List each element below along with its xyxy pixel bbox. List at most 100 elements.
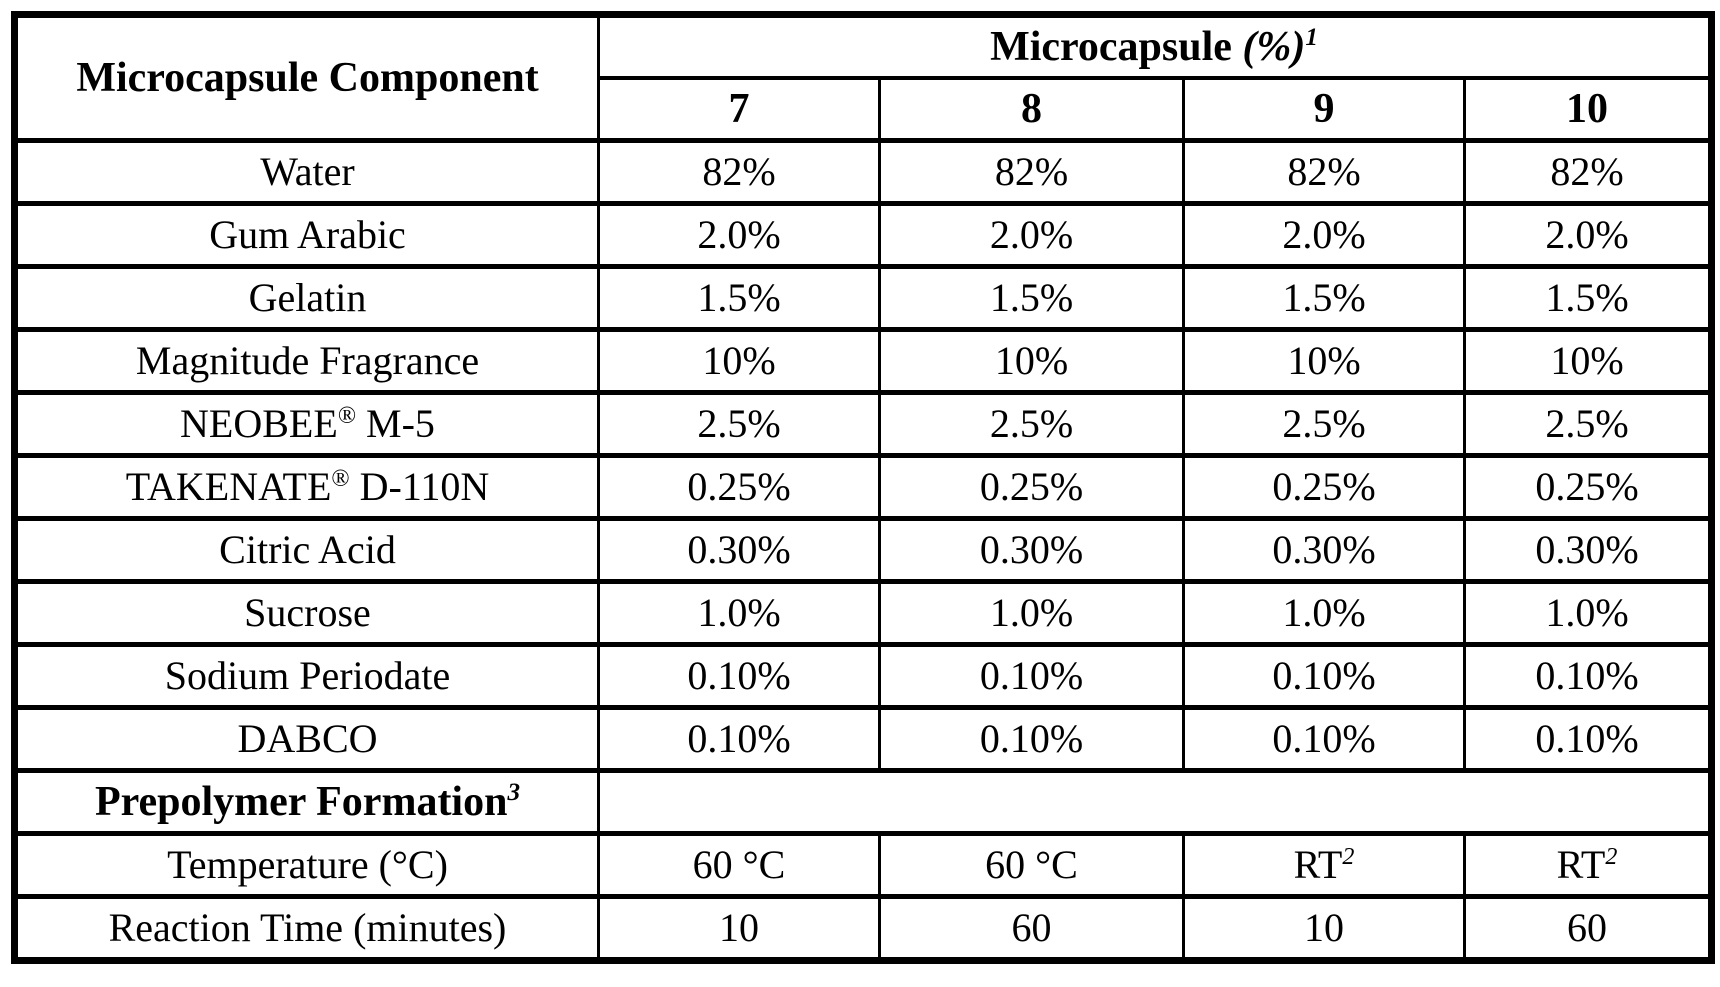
component-cell-citric-acid: Citric Acid bbox=[13, 516, 600, 584]
text-segment: 0.10% bbox=[1535, 716, 1639, 761]
value-cell-gum-arabic-sample-9: 2.0% bbox=[1182, 201, 1466, 269]
text-segment: 0.30% bbox=[979, 527, 1084, 572]
text-segment: 0.10% bbox=[687, 653, 791, 698]
value-cell-magnitude-fragrance-sample-7: 10% bbox=[597, 327, 881, 395]
component-cell-takenate-d-110n: TAKENATE® D-110N bbox=[13, 453, 600, 521]
text-segment: 0.10% bbox=[687, 716, 791, 761]
text-segment: 82% bbox=[1550, 149, 1624, 194]
value-cell-sodium-periodate-sample-10: 0.10% bbox=[1462, 642, 1714, 710]
merged-empty-cell-prepolymer-formation3 bbox=[596, 768, 1714, 836]
component-cell-dabco: DABCO bbox=[13, 705, 600, 773]
component-cell-gum-arabic: Gum Arabic bbox=[13, 201, 600, 269]
component-cell-neobee-m-5: NEOBEE® M-5 bbox=[13, 390, 600, 458]
text-segment: 82% bbox=[702, 149, 776, 194]
component-cell-magnitude-fragrance: Magnitude Fragrance bbox=[13, 327, 600, 395]
value-cell-citric-acid-sample-9: 0.30% bbox=[1182, 516, 1466, 584]
value-cell-dabco-sample-9: 0.10% bbox=[1182, 705, 1466, 773]
value-cell-gelatin-sample-9: 1.5% bbox=[1182, 264, 1466, 332]
text-segment: 1.0% bbox=[989, 590, 1074, 635]
value-cell-gum-arabic-sample-8: 2.0% bbox=[878, 201, 1185, 269]
value-cell-sucrose-sample-9: 1.0% bbox=[1182, 579, 1466, 647]
text-segment: 60 °C bbox=[692, 842, 786, 887]
table-row-reaction-time-minutes: Reaction Time (minutes) 10 60 10 60 bbox=[13, 894, 1714, 963]
table-row-gum-arabic: Gum Arabic 2.0% 2.0% 2.0% 2.0% bbox=[13, 201, 1714, 269]
text-segment: TAKENATE bbox=[125, 464, 332, 509]
table-row-dabco: DABCO 0.10% 0.10% 0.10% 0.10% bbox=[13, 705, 1714, 773]
value-cell-takenate-d-110n-sample-10: 0.25% bbox=[1462, 453, 1714, 521]
value-cell-water-sample-10: 82% bbox=[1462, 138, 1714, 206]
value-cell-sodium-periodate-sample-7: 0.10% bbox=[597, 642, 881, 710]
header-sample-7: 7 bbox=[597, 76, 881, 143]
component-cell-gelatin: Gelatin bbox=[13, 264, 600, 332]
text-segment: 0.10% bbox=[1272, 716, 1376, 761]
table-row-temperature-c: Temperature (°C) 60 °C 60 °C RT2 RT2 bbox=[13, 831, 1714, 899]
text-segment: 0.10% bbox=[1272, 653, 1376, 698]
text-segment: 2.5% bbox=[1545, 401, 1629, 446]
component-cell-prepolymer-formation3: Prepolymer Formation3 bbox=[13, 768, 600, 836]
value-cell-gelatin-sample-8: 1.5% bbox=[878, 264, 1185, 332]
value-cell-takenate-d-110n-sample-7: 0.25% bbox=[597, 453, 881, 521]
text-segment: Reaction Time (minutes) bbox=[108, 905, 507, 950]
table-header: Microcapsule Component Microcapsule (%)1 7… bbox=[13, 12, 1714, 143]
text-segment: 0.25% bbox=[1535, 464, 1639, 509]
value-cell-temperature-c-sample-8: 60 °C bbox=[878, 831, 1185, 899]
text-segment: 60 bbox=[1567, 905, 1608, 950]
text-segment: 1.0% bbox=[697, 590, 781, 635]
microcapsule-formulation-table: Microcapsule Component Microcapsule (%)1 7… bbox=[11, 11, 1716, 964]
component-cell-water: Water bbox=[13, 138, 600, 206]
text-segment: 3 bbox=[507, 779, 521, 807]
value-cell-neobee-m-5-sample-9: 2.5% bbox=[1182, 390, 1466, 458]
text-segment: 2 bbox=[1342, 844, 1355, 871]
text-segment: 60 °C bbox=[985, 842, 1078, 887]
table-row-prepolymer-formation3: Prepolymer Formation3 bbox=[13, 768, 1714, 836]
text-segment: 10% bbox=[702, 338, 776, 383]
text-segment: ® bbox=[337, 403, 357, 430]
text-segment: RT bbox=[1556, 842, 1606, 887]
value-cell-temperature-c-sample-7: 60 °C bbox=[597, 831, 881, 899]
header-row-group: Microcapsule Component Microcapsule (%)1 bbox=[13, 12, 1714, 143]
header-component-column: Microcapsule Component bbox=[13, 12, 600, 143]
text-segment: Citric Acid bbox=[219, 527, 396, 572]
text-segment: 82% bbox=[1287, 149, 1361, 194]
text-segment: 0.10% bbox=[1535, 653, 1639, 698]
text-segment: M-5 bbox=[356, 401, 435, 446]
text-segment: 1.0% bbox=[1282, 590, 1366, 635]
value-cell-citric-acid-sample-8: 0.30% bbox=[878, 516, 1185, 584]
value-cell-temperature-c-sample-10: RT2 bbox=[1462, 831, 1714, 899]
table-row-sucrose: Sucrose 1.0% 1.0% 1.0% 1.0% bbox=[13, 579, 1714, 647]
table-row-citric-acid: Citric Acid 0.30% 0.30% 0.30% 0.30% bbox=[13, 516, 1714, 584]
text-segment: 0.25% bbox=[1272, 464, 1376, 509]
value-cell-magnitude-fragrance-sample-9: 10% bbox=[1182, 327, 1466, 395]
text-segment: D-110N bbox=[349, 464, 490, 509]
text-segment: Magnitude Fragrance bbox=[135, 338, 480, 383]
value-cell-neobee-m-5-sample-8: 2.5% bbox=[878, 390, 1185, 458]
value-cell-takenate-d-110n-sample-8: 0.25% bbox=[878, 453, 1185, 521]
value-cell-takenate-d-110n-sample-9: 0.25% bbox=[1182, 453, 1466, 521]
text-segment: 10% bbox=[994, 338, 1069, 383]
text-segment: Microcapsule bbox=[990, 24, 1243, 70]
table-row-sodium-periodate: Sodium Periodate 0.10% 0.10% 0.10% 0.10% bbox=[13, 642, 1714, 710]
text-segment: Water bbox=[260, 149, 355, 194]
header-sample-10: 10 bbox=[1462, 76, 1714, 143]
text-segment: 1.0% bbox=[1545, 590, 1629, 635]
table-row-gelatin: Gelatin 1.5% 1.5% 1.5% 1.5% bbox=[13, 264, 1714, 332]
value-cell-gelatin-sample-10: 1.5% bbox=[1462, 264, 1714, 332]
text-segment: 0.10% bbox=[979, 653, 1084, 698]
value-cell-reaction-time-minutes-sample-8: 60 bbox=[878, 894, 1185, 963]
value-cell-gelatin-sample-7: 1.5% bbox=[597, 264, 881, 332]
value-cell-neobee-m-5-sample-7: 2.5% bbox=[597, 390, 881, 458]
text-segment: 10% bbox=[1550, 338, 1624, 383]
value-cell-reaction-time-minutes-sample-9: 10 bbox=[1182, 894, 1466, 963]
value-cell-sucrose-sample-10: 1.0% bbox=[1462, 579, 1714, 647]
text-segment: 0.30% bbox=[1535, 527, 1639, 572]
value-cell-dabco-sample-7: 0.10% bbox=[597, 705, 881, 773]
value-cell-water-sample-9: 82% bbox=[1182, 138, 1466, 206]
text-segment: 1.5% bbox=[697, 275, 781, 320]
value-cell-sucrose-sample-8: 1.0% bbox=[878, 579, 1185, 647]
table-row-takenate-d-110n: TAKENATE® D-110N 0.25% 0.25% 0.25% 0.25% bbox=[13, 453, 1714, 521]
value-cell-gum-arabic-sample-7: 2.0% bbox=[597, 201, 881, 269]
text-segment: Microcapsule Component bbox=[76, 55, 539, 101]
value-cell-dabco-sample-8: 0.10% bbox=[878, 705, 1185, 773]
value-cell-magnitude-fragrance-sample-8: 10% bbox=[878, 327, 1185, 395]
text-segment: 0.30% bbox=[687, 527, 791, 572]
